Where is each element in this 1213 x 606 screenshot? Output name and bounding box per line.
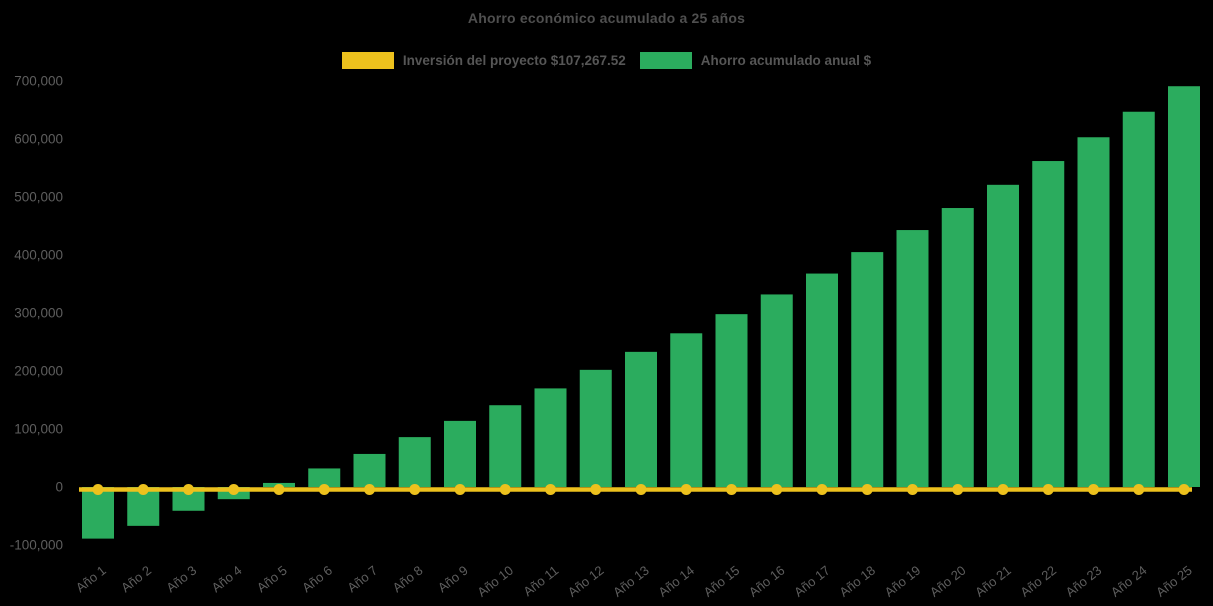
investment-line-marker bbox=[454, 484, 466, 495]
y-axis-tick-label: 700,000 bbox=[14, 74, 63, 89]
investment-line-marker bbox=[907, 484, 918, 495]
savings-bar-año-12 bbox=[579, 369, 612, 487]
investment-line-marker bbox=[816, 484, 828, 495]
y-axis-tick-label: 400,000 bbox=[14, 248, 63, 263]
x-axis-tick-label: Año 15 bbox=[701, 563, 743, 600]
savings-series-label: Ahorro acumulado anual $ bbox=[700, 53, 872, 68]
investment-line-marker bbox=[635, 484, 647, 495]
savings-bar-año-14 bbox=[670, 333, 703, 487]
investment-line-marker bbox=[1133, 484, 1145, 495]
chart-legend: Inversión del proyecto $107,267.52 Ahorr… bbox=[0, 52, 1213, 69]
investment-line-marker bbox=[726, 484, 737, 495]
x-axis-tick-label: Año 12 bbox=[565, 563, 607, 600]
legend-item-investment: Inversión del proyecto $107,267.52 bbox=[341, 52, 626, 69]
x-axis-tick-label: Año 6 bbox=[299, 563, 335, 596]
x-axis-tick-label: Año 17 bbox=[791, 563, 833, 600]
investment-line-marker bbox=[590, 484, 602, 495]
x-axis-tick-label: Año 7 bbox=[344, 563, 380, 596]
savings-bar-año-16 bbox=[760, 294, 793, 487]
savings-bar-año-23 bbox=[1077, 137, 1110, 487]
savings-bar-año-15 bbox=[715, 314, 748, 487]
x-axis-tick-label: Año 10 bbox=[474, 563, 516, 600]
savings-bar-año-13 bbox=[625, 351, 657, 487]
savings-bar-año-7 bbox=[353, 453, 386, 487]
chart-title: Ahorro económico acumulado a 25 años bbox=[467, 10, 746, 26]
y-axis-tick-label: 200,000 bbox=[14, 364, 63, 379]
investment-line-marker bbox=[1178, 484, 1190, 495]
y-axis-tick-label: 600,000 bbox=[14, 132, 63, 147]
y-axis-tick-label: 0 bbox=[55, 480, 63, 495]
savings-series-swatch bbox=[639, 52, 692, 69]
x-axis-tick-label: Año 25 bbox=[1153, 563, 1195, 600]
investment-line-marker bbox=[499, 484, 511, 495]
investment-series-label: Inversión del proyecto $107,267.52 bbox=[402, 53, 626, 68]
x-axis-tick-label: Año 19 bbox=[882, 563, 924, 600]
x-axis-tick-label: Año 3 bbox=[163, 563, 199, 596]
investment-line-marker bbox=[183, 484, 194, 495]
x-axis-tick-label: Año 13 bbox=[610, 563, 652, 600]
x-axis-tick-label: Año 24 bbox=[1108, 563, 1150, 600]
investment-line-marker bbox=[92, 484, 104, 495]
investment-series-swatch bbox=[341, 52, 394, 69]
x-axis-tick-label: Año 4 bbox=[209, 563, 245, 596]
investment-line-marker bbox=[228, 484, 240, 495]
x-axis-tick-label: Año 20 bbox=[927, 563, 969, 600]
savings-bar-año-24 bbox=[1122, 111, 1155, 488]
x-axis-tick-label: Año 14 bbox=[655, 563, 697, 600]
savings-bar-año-22 bbox=[1032, 161, 1065, 488]
savings-bar-año-21 bbox=[987, 184, 1019, 487]
savings-bar-año-11 bbox=[534, 388, 567, 487]
x-axis-tick-label: Año 9 bbox=[435, 563, 471, 596]
x-axis-tick-label: Año 23 bbox=[1063, 563, 1105, 600]
savings-bar-año-6 bbox=[308, 468, 341, 487]
x-axis-tick-label: Año 21 bbox=[972, 563, 1014, 600]
x-axis-tick-label: Año 8 bbox=[390, 563, 426, 596]
x-axis-tick-label: Año 18 bbox=[836, 563, 878, 600]
investment-line-marker bbox=[318, 484, 330, 495]
investment-line-marker bbox=[771, 484, 783, 495]
investment-line-marker bbox=[1088, 484, 1099, 495]
x-axis-tick-label: Año 22 bbox=[1017, 563, 1059, 600]
y-axis-tick-label: 300,000 bbox=[14, 306, 63, 321]
savings-bar-año-3 bbox=[172, 487, 205, 511]
investment-line-marker bbox=[861, 484, 873, 495]
investment-line-marker bbox=[997, 484, 1009, 495]
savings-bar-año-8 bbox=[398, 437, 431, 487]
savings-bar-año-20 bbox=[941, 208, 974, 487]
investment-line-marker bbox=[545, 484, 556, 495]
x-axis-tick-label: Año 1 bbox=[73, 563, 109, 596]
investment-line-marker bbox=[409, 484, 421, 495]
savings-bar-año-19 bbox=[896, 230, 929, 487]
investment-line-marker bbox=[137, 484, 149, 495]
investment-line-marker bbox=[364, 484, 375, 495]
savings-bar-año-18 bbox=[851, 252, 884, 487]
x-axis-tick-label: Año 2 bbox=[118, 563, 154, 596]
y-axis-tick-label: 100,000 bbox=[14, 422, 63, 437]
savings-bar-año-10 bbox=[489, 405, 522, 487]
x-axis-tick-label: Año 5 bbox=[254, 563, 290, 596]
investment-line-marker bbox=[680, 484, 692, 495]
investment-line-marker bbox=[952, 484, 964, 495]
investment-line-marker bbox=[1042, 484, 1054, 495]
legend-item-savings: Ahorro acumulado anual $ bbox=[639, 52, 872, 69]
savings-bar-año-25 bbox=[1168, 86, 1200, 487]
y-axis-tick-label: -100,000 bbox=[10, 538, 63, 553]
savings-bar-año-1 bbox=[82, 487, 114, 539]
y-axis-tick-label: 500,000 bbox=[14, 190, 63, 205]
x-axis-tick-label: Año 16 bbox=[746, 563, 788, 600]
x-axis-tick-label: Año 11 bbox=[520, 563, 561, 600]
savings-bar-año-17 bbox=[806, 273, 838, 487]
savings-bar-año-9 bbox=[444, 420, 476, 487]
investment-line-marker bbox=[273, 484, 285, 495]
